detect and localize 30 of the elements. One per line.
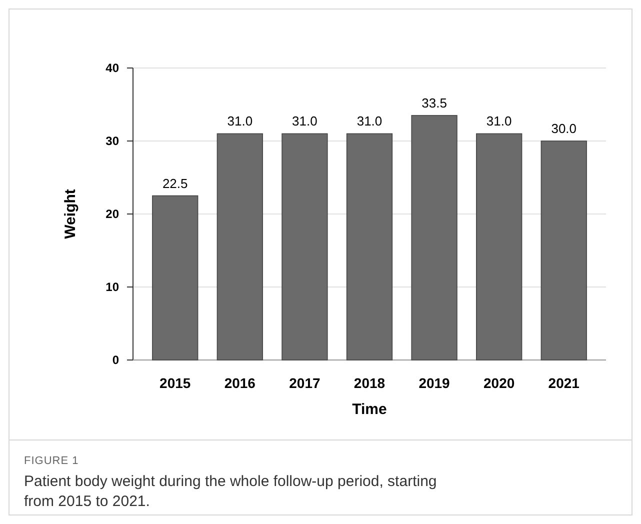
bar [282, 133, 328, 360]
x-tick-label: 2015 [160, 375, 191, 391]
x-tick-label: 2019 [418, 375, 450, 391]
bar [346, 133, 393, 360]
y-tick-label: 0 [112, 353, 120, 368]
bar [540, 140, 587, 360]
bar [476, 133, 522, 360]
bar [411, 115, 458, 360]
x-tick-label: 2017 [289, 375, 320, 391]
data-label: 33.5 [422, 95, 447, 110]
text: Patient body weight during the whole follow-up period, starting from 2015 to 2021. [24, 473, 437, 510]
bar [152, 195, 198, 360]
caption: FIGURE 1 [24, 455, 79, 467]
y-tick-label: 20 [106, 207, 120, 222]
data-label: 31.0 [486, 114, 512, 129]
data-label: 22.5 [162, 176, 188, 191]
data-label: 30.0 [551, 121, 577, 136]
y-tick-label: 10 [106, 280, 120, 294]
x-tick-label: 2020 [484, 375, 515, 391]
data-label: 31.0 [227, 114, 253, 129]
x-tick-label: 2016 [224, 375, 256, 391]
x-tick-label: 2021 [548, 375, 580, 391]
data-label: 31.0 [356, 114, 382, 129]
y-tick-label: 30 [106, 134, 120, 148]
data-label: 31.0 [292, 114, 318, 129]
x-axis-title: Time [352, 401, 387, 418]
y-axis-title: Weight [62, 189, 79, 239]
y-tick-label: 40 [106, 61, 120, 76]
x-tick-label: 2018 [354, 375, 386, 391]
bar [216, 133, 263, 360]
